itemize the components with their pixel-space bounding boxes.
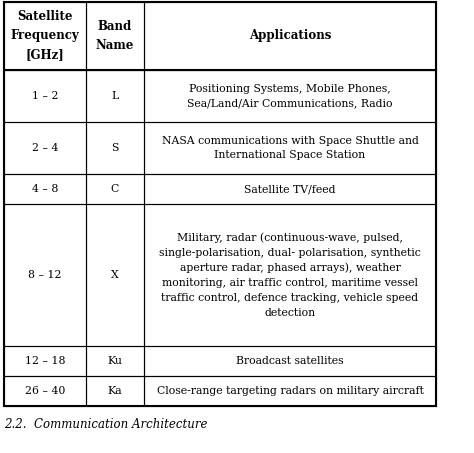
Bar: [86, 122, 144, 174]
Text: S: S: [111, 143, 118, 153]
Bar: [86, 174, 144, 204]
Text: Ku: Ku: [108, 356, 122, 366]
Text: Satellite
Frequency
[GHz]: Satellite Frequency [GHz]: [10, 10, 79, 62]
Bar: [4, 70, 86, 122]
Text: X: X: [111, 270, 119, 280]
Text: NASA communications with Space Shuttle and
International Space Station: NASA communications with Space Shuttle a…: [162, 135, 419, 160]
Text: 2 – 4: 2 – 4: [32, 143, 58, 153]
Bar: [86, 70, 144, 122]
Bar: [86, 2, 144, 70]
Text: 12 – 18: 12 – 18: [25, 356, 65, 366]
Bar: [4, 346, 86, 376]
Bar: [4, 376, 86, 406]
Bar: [144, 376, 436, 406]
Bar: [144, 346, 436, 376]
Text: 2.2.  Communication Architecture: 2.2. Communication Architecture: [4, 418, 208, 431]
Text: Positioning Systems, Mobile Phones,
Sea/Land/Air Communications, Radio: Positioning Systems, Mobile Phones, Sea/…: [187, 84, 393, 108]
Bar: [144, 204, 436, 346]
Text: 26 – 40: 26 – 40: [25, 386, 65, 396]
Text: Broadcast satellites: Broadcast satellites: [236, 356, 344, 366]
Text: Applications: Applications: [249, 29, 331, 43]
Text: Ka: Ka: [108, 386, 122, 396]
Bar: [4, 204, 86, 346]
Bar: [4, 174, 86, 204]
Bar: [144, 122, 436, 174]
Text: Close-range targeting radars on military aircraft: Close-range targeting radars on military…: [156, 386, 423, 396]
Text: Satellite TV/feed: Satellite TV/feed: [244, 184, 336, 194]
Text: 8 – 12: 8 – 12: [28, 270, 62, 280]
Bar: [86, 376, 144, 406]
Bar: [4, 2, 86, 70]
Text: 4 – 8: 4 – 8: [32, 184, 58, 194]
Text: C: C: [111, 184, 119, 194]
Text: Band
Name: Band Name: [96, 20, 134, 52]
Text: L: L: [111, 91, 118, 101]
Bar: [144, 2, 436, 70]
Bar: [144, 174, 436, 204]
Bar: [86, 346, 144, 376]
Text: Military, radar (continuous-wave, pulsed,
single-polarisation, dual- polarisatio: Military, radar (continuous-wave, pulsed…: [159, 232, 421, 318]
Bar: [86, 204, 144, 346]
Bar: [144, 70, 436, 122]
Text: 1 – 2: 1 – 2: [32, 91, 58, 101]
Bar: [4, 122, 86, 174]
